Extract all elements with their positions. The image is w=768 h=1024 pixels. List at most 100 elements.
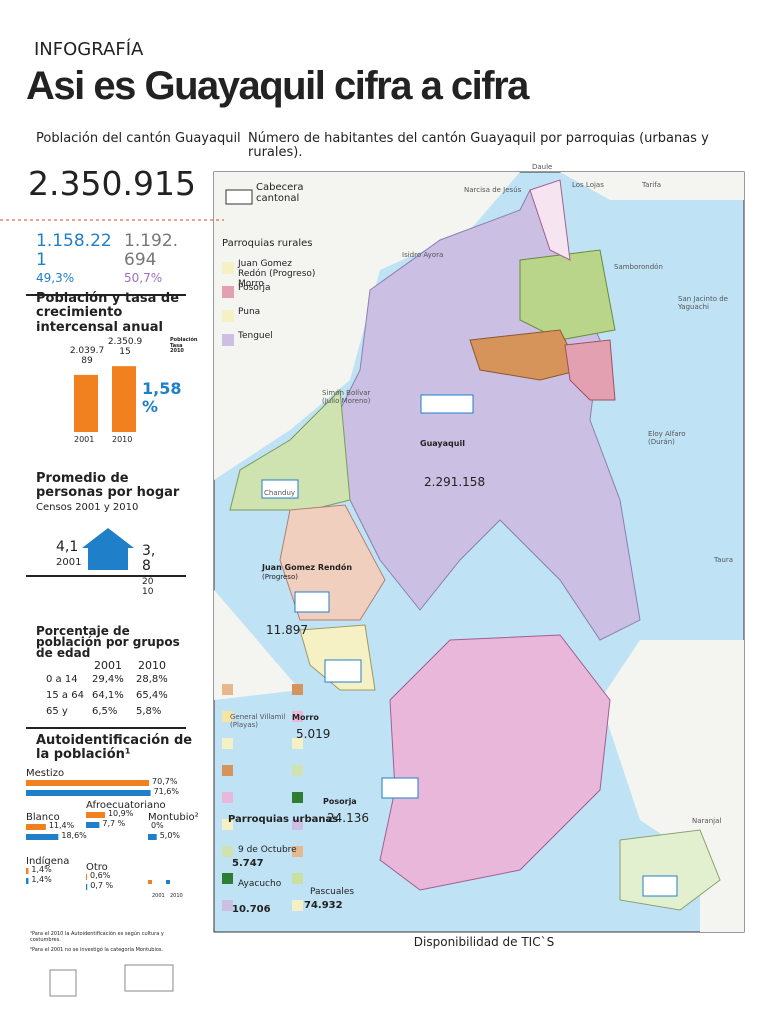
legend-swatch [222, 819, 233, 830]
group-name: Mestizo [26, 768, 65, 779]
rural-north [519, 249, 616, 341]
table-cell: 65 y [46, 706, 68, 717]
parish-note: (Progreso) [262, 573, 298, 581]
bar [148, 834, 157, 840]
legend-swatch [292, 765, 303, 776]
bar-label: 7,7 % [102, 819, 126, 828]
bar-category: 2001 [74, 435, 95, 444]
place-label: San Jacinto de Yaguachi [678, 295, 728, 311]
legend-label: Juan Gomez Redón (Progreso) Morro [238, 259, 316, 289]
legend-swatch [222, 873, 233, 884]
house-icon [82, 528, 134, 570]
parish-name: Juan Gomez Rendón [262, 563, 353, 572]
bar-label: 5,0% [159, 831, 181, 840]
legend-swatch [222, 738, 233, 749]
parish-name: Morro [292, 713, 319, 722]
place-label: General Villamil (Playas) [230, 713, 286, 729]
legend-swatch [222, 765, 233, 776]
legend-label: Pascuales [310, 887, 355, 897]
bar [26, 790, 151, 796]
bar [26, 878, 29, 884]
table-cell: 5,8% [136, 706, 162, 717]
group-name: Blanco [26, 812, 60, 823]
place-label: Narcisa de Jesús [464, 186, 522, 194]
place-label: Taura [714, 556, 734, 564]
rural-daule [529, 179, 571, 261]
legend-value: 5.747 [232, 858, 264, 869]
place-label: Isidro Ayora [402, 251, 444, 259]
bar-label: 0% [151, 821, 164, 830]
legend-label: Ayacucho [238, 879, 282, 889]
legend-label: 2001 [152, 893, 165, 899]
bar-label: 0,7 % [90, 881, 114, 890]
bar-label: 18,6% [61, 831, 87, 840]
table-header: 2010 [138, 659, 166, 672]
growth-rate: 1,58 % [142, 379, 182, 416]
legend-swatch [292, 792, 303, 803]
household-year: 2001 [56, 557, 82, 568]
place-label: Los Lojas [572, 181, 604, 189]
place-label: Daule [532, 163, 553, 171]
bar [74, 374, 98, 432]
bar [26, 780, 150, 786]
callout [324, 659, 362, 683]
household-title: Promedio de personas por hogar [36, 471, 180, 501]
women-count: 1.192.694 [124, 231, 179, 270]
legend-swatch [166, 880, 170, 884]
bar-label: 11,4% [48, 821, 75, 830]
bar [86, 812, 105, 818]
bar [86, 822, 100, 828]
table-cell: 65,4% [136, 690, 168, 701]
bar-label: 0,6% [90, 871, 111, 880]
parish-value: 24.136 [327, 811, 369, 825]
callout [261, 479, 299, 499]
bar-label: 1,4% [31, 875, 52, 884]
women-pct: 50,7% [124, 271, 163, 285]
ethnicity-title: Autoidentificación de la población¹ [36, 733, 193, 763]
parish-value: 2.291.158 [424, 475, 486, 489]
parish-value: 11.897 [266, 623, 308, 637]
legend-label: Tenguel [238, 331, 273, 341]
bar [26, 868, 29, 874]
group-name: Indígena [26, 856, 70, 867]
bar [112, 366, 136, 432]
household-value: 3,8 [142, 543, 156, 575]
legend-swatch [292, 711, 303, 722]
footnote: ¹Para el 2010 la Autoidentificación es s… [30, 931, 164, 943]
puna [379, 634, 611, 891]
legend-label: 9 de Octubre [238, 845, 297, 855]
legend-swatch [222, 846, 233, 857]
callout [420, 394, 474, 414]
callout [642, 875, 678, 897]
legend-value: 10.706 [232, 904, 271, 915]
table-header: 2001 [94, 659, 122, 672]
legend-swatch [292, 684, 303, 695]
growth-legend: Población Tasa 2010 [170, 337, 198, 354]
bar-category: 2010 [112, 435, 133, 444]
table-cell: 6,5% [92, 706, 118, 717]
phone-icon [49, 969, 77, 997]
legend-swatch [148, 880, 152, 884]
legend-label: 2010 [170, 893, 183, 899]
legend-title: Parroquias rurales [222, 238, 313, 249]
section-label: INFOGRAFÍA [34, 39, 144, 60]
legend-label: Cabecera cantonal [256, 182, 304, 204]
bar [86, 874, 88, 880]
bar-label: 1,4% [31, 865, 52, 874]
legend-swatch [222, 334, 234, 346]
table-cell: 28,8% [136, 674, 168, 685]
place-label: Chanduy [264, 489, 296, 497]
callout [381, 777, 419, 799]
population-total: 2.350.915 [28, 164, 196, 203]
legend-title: Parroquias urbanas [228, 814, 339, 825]
bar-label: 71,6% [153, 787, 179, 796]
household-value: 4,1 [56, 539, 79, 555]
progreso [279, 504, 386, 621]
place-label: Naranjal [692, 817, 722, 825]
legend-swatch [292, 846, 303, 857]
legend-swatch [222, 711, 233, 722]
urban-south [564, 339, 616, 401]
place-label: Tarifa [642, 181, 661, 189]
